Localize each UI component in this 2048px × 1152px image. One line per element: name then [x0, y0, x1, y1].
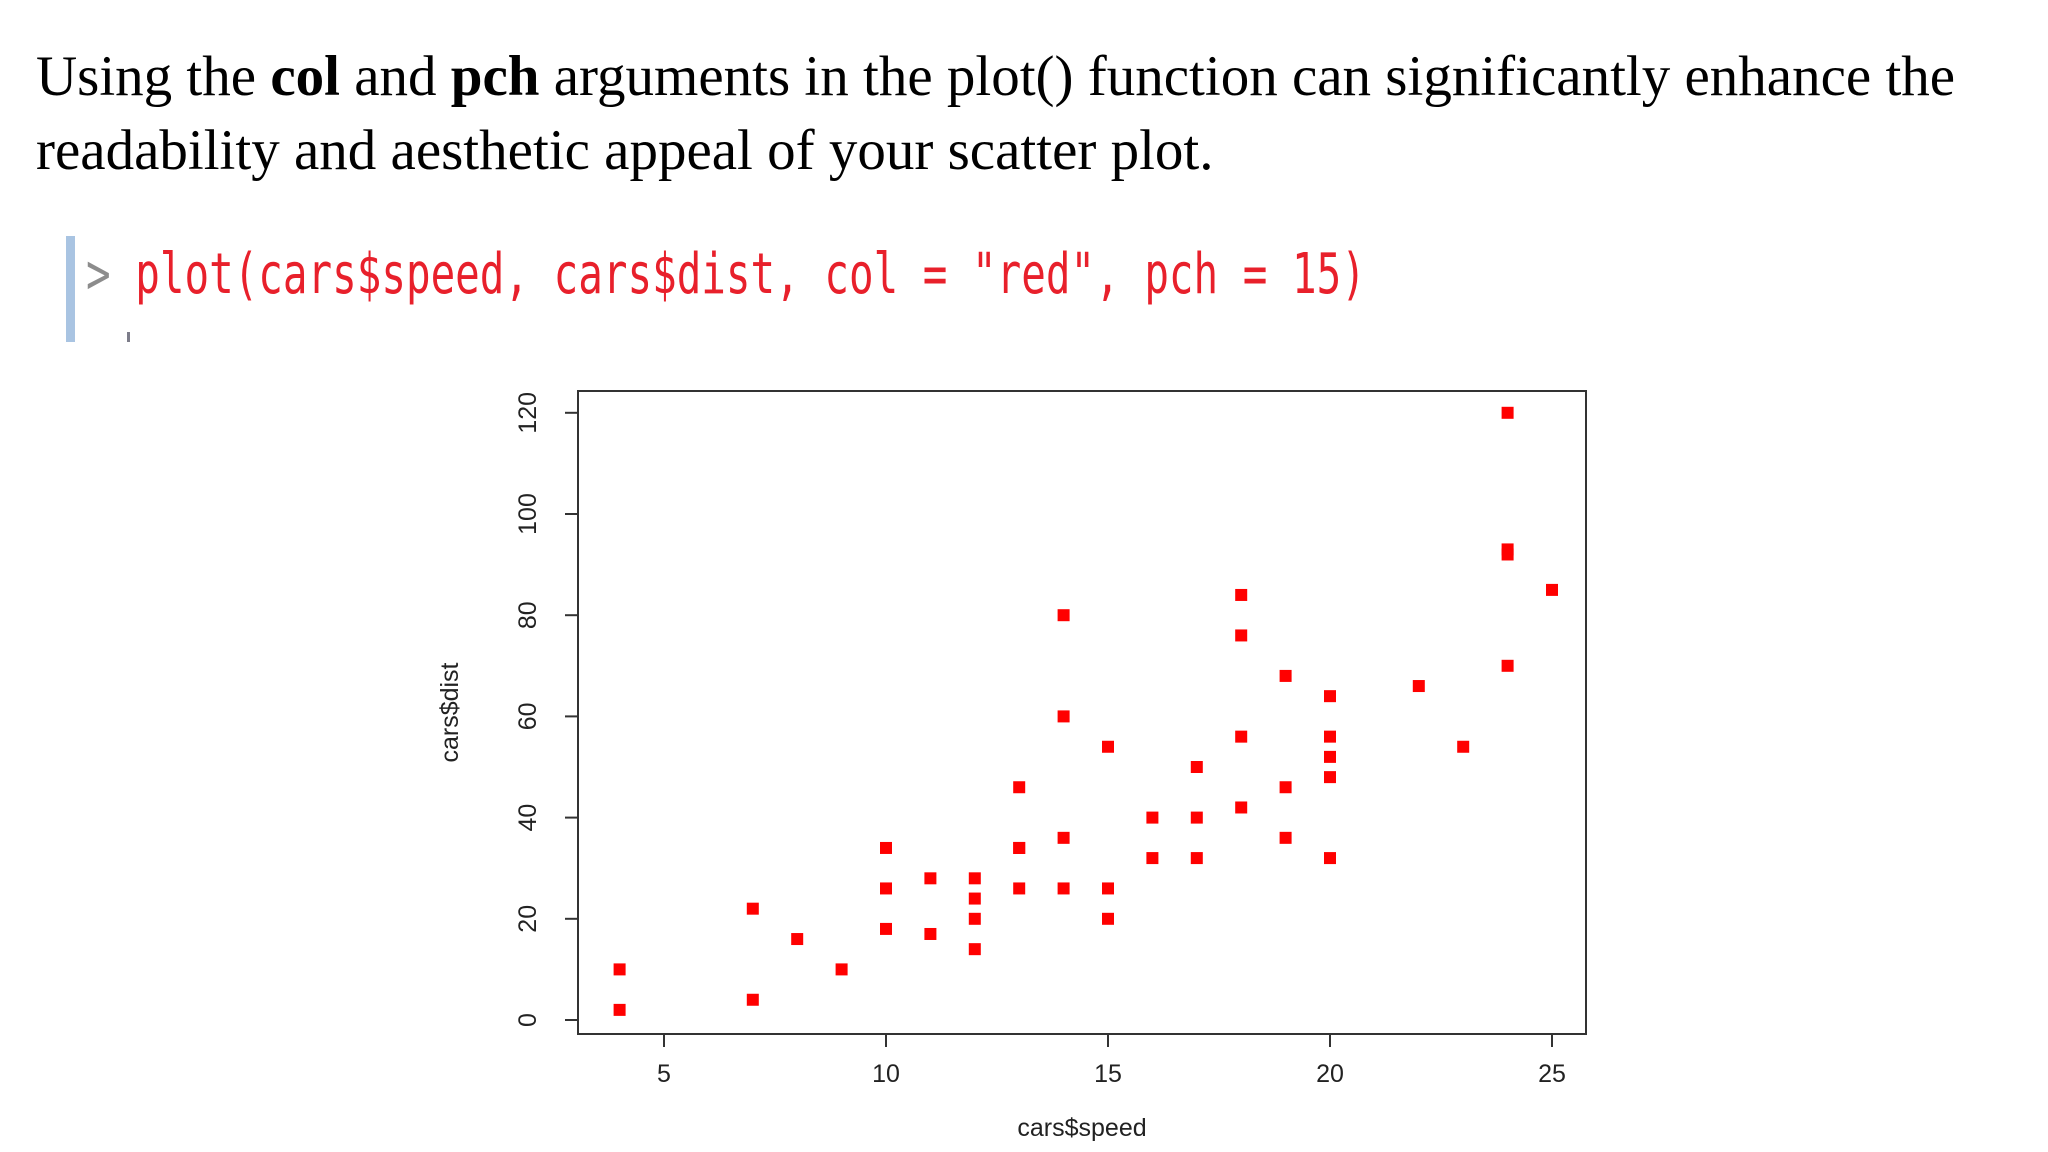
- y-tick-label: 60: [514, 702, 542, 730]
- data-point: [1324, 750, 1336, 763]
- y-tick-label: 80: [514, 601, 542, 629]
- x-tick-label: 10: [872, 1060, 900, 1088]
- data-point: [1501, 406, 1514, 419]
- y-tick-label: 40: [514, 804, 542, 832]
- x-tick-label: 20: [1316, 1060, 1344, 1088]
- data-point: [880, 882, 892, 895]
- x-axis: 5 10 15 20 25: [657, 1034, 1566, 1088]
- data-point: [968, 912, 981, 925]
- data-point: [1057, 882, 1070, 895]
- data-point: [1057, 609, 1070, 622]
- data-point: [1146, 811, 1159, 824]
- data-point: [1324, 852, 1336, 865]
- data-point: [1190, 852, 1203, 865]
- data-point: [1324, 690, 1336, 703]
- data-point: [1324, 771, 1336, 784]
- data-point: [1013, 781, 1026, 794]
- text-cursor: [127, 332, 130, 342]
- y-tick-label: 120: [514, 392, 542, 434]
- intro-text-3: arguments in the plot() function can sig…: [36, 45, 1956, 182]
- y-tick-label: 0: [514, 1013, 542, 1027]
- data-point: [835, 963, 848, 976]
- x-axis-title: cars$speed: [1017, 1114, 1146, 1142]
- data-point: [1057, 710, 1070, 723]
- x-tick-label: 15: [1094, 1060, 1122, 1088]
- data-point: [1102, 882, 1114, 895]
- data-point: [1102, 740, 1114, 753]
- data-point: [1235, 730, 1248, 743]
- data-point: [1501, 659, 1514, 672]
- data-point: [613, 963, 626, 976]
- data-point: [880, 841, 892, 854]
- data-point: [1546, 583, 1558, 596]
- data-point: [1235, 801, 1248, 814]
- data-point: [1235, 629, 1248, 642]
- data-point: [1190, 811, 1203, 824]
- data-point: [1235, 588, 1248, 601]
- r-console-command: > plot(cars$speed, cars$dist, col = "red…: [86, 242, 1366, 307]
- intro-text-2: and: [339, 45, 451, 108]
- y-tick-label: 100: [514, 493, 542, 535]
- console-command-text: plot(cars$speed, cars$dist, col = "red",…: [135, 242, 1366, 307]
- y-axis: 0 20 40 60 80 100 120: [514, 392, 578, 1027]
- data-point: [1146, 852, 1159, 865]
- y-tick-label: 20: [514, 905, 542, 933]
- data-point: [746, 902, 759, 915]
- data-point: [746, 993, 759, 1006]
- intro-paragraph: Using the col and pch arguments in the p…: [36, 40, 2016, 188]
- data-point: [791, 933, 804, 946]
- x-tick-label: 5: [657, 1060, 671, 1088]
- data-point: [1501, 543, 1514, 556]
- data-point: [1013, 841, 1026, 854]
- data-point: [1457, 740, 1470, 753]
- data-point: [1057, 831, 1070, 844]
- data-point: [1190, 761, 1203, 773]
- intro-bold-col: col: [270, 45, 340, 108]
- data-point: [1324, 730, 1336, 743]
- data-point: [880, 922, 892, 935]
- data-point: [968, 872, 981, 885]
- data-point: [1102, 912, 1114, 925]
- intro-bold-pch: pch: [450, 45, 540, 108]
- data-point: [968, 892, 981, 905]
- data-points: [613, 406, 1558, 1016]
- data-point: [1279, 781, 1292, 794]
- data-point: [613, 1003, 626, 1016]
- data-point: [1412, 680, 1425, 693]
- data-point: [1279, 831, 1292, 844]
- y-axis-title: cars$dist: [436, 662, 464, 762]
- data-point: [1013, 882, 1026, 895]
- data-point: [1279, 669, 1292, 682]
- intro-text-1: Using the: [36, 45, 271, 108]
- data-point: [924, 927, 937, 940]
- code-block-bar: [66, 236, 75, 342]
- data-point: [968, 943, 981, 956]
- data-point: [924, 872, 937, 885]
- console-prompt: >: [86, 242, 111, 307]
- x-tick-label: 25: [1538, 1060, 1566, 1088]
- plot-frame: [577, 390, 1587, 1035]
